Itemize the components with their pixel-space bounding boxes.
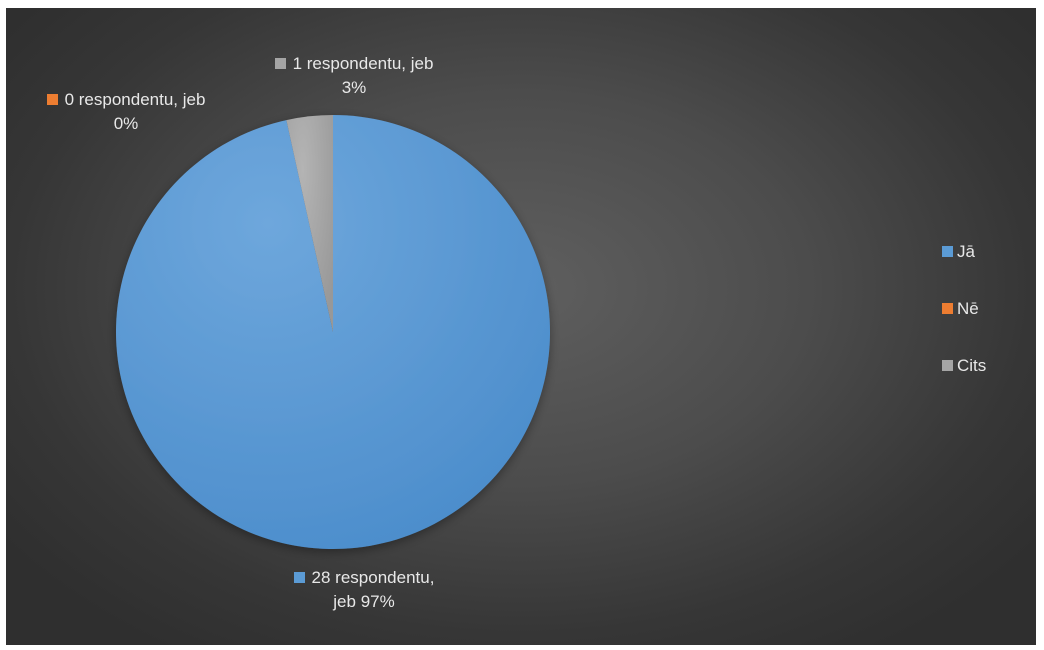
data-label-ja-swatch [293,572,305,583]
legend-item-ja: Jā [942,240,986,264]
data-label-ne: 0 respondentu, jeb 0% [14,88,238,136]
legend-label-cits: Cits [957,356,987,375]
legend-label-ne: Nē [957,299,979,318]
legend-item-ne: Nē [942,297,986,321]
legend: Jā Nē Cits [942,240,986,411]
data-label-ja: 28 respondentu, jeb 97% [274,566,454,614]
chart-area: 28 respondentu, jeb 97% 0 respondentu, j… [6,8,1036,645]
data-label-ne-swatch [46,94,58,105]
legend-swatch-ja [942,246,953,257]
legend-label-ja: Jā [957,242,975,261]
data-label-ja-line2: jeb 97% [333,592,395,611]
pie-slice-ja [116,115,551,549]
data-label-ne-line1: 0 respondentu, jeb [64,90,206,109]
pie-slice-cits [286,115,333,332]
data-label-ja-line1: 28 respondentu, [311,568,435,587]
data-label-cits-line2: 3% [341,78,367,97]
data-label-cits-line1: 1 respondentu, jeb [292,54,434,73]
data-label-ne-line2: 0% [113,114,139,133]
pie-chart [116,115,551,549]
legend-swatch-cits [942,360,953,371]
legend-swatch-ne [942,303,953,314]
data-label-cits: 1 respondentu, jeb 3% [242,52,466,100]
data-label-cits-swatch [274,58,286,69]
legend-item-cits: Cits [942,354,986,378]
